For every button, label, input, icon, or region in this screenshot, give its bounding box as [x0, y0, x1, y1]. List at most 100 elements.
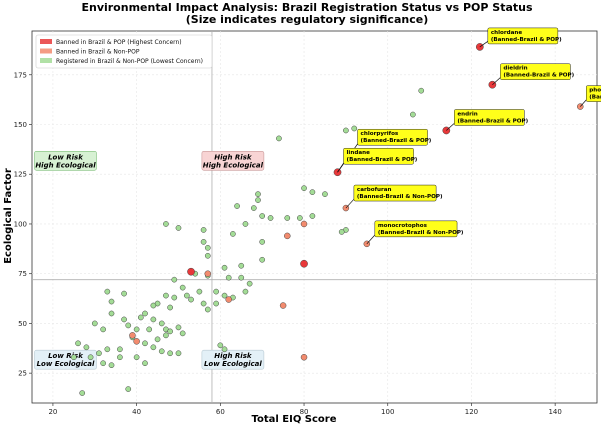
annotation-status: (Banned-Brazil & POP)	[503, 73, 574, 79]
data-point-registered-non-pop	[108, 310, 115, 317]
data-point-registered-non-pop	[154, 336, 161, 343]
data-point-registered-non-pop	[117, 346, 123, 353]
annotation-status: (Banned-Brazil & Non-POP)	[589, 95, 601, 101]
data-point-registered-non-pop	[284, 215, 291, 221]
data-point-registered-non-pop	[221, 292, 228, 299]
data-point-banned-pop	[300, 259, 308, 268]
legend-entry: Registered in Brazil & Non-POP (Lowest C…	[56, 58, 203, 65]
data-point-registered-non-pop	[234, 203, 240, 209]
data-point-registered-non-pop	[301, 185, 307, 192]
data-point-registered-non-pop	[104, 346, 111, 353]
data-point-registered-non-pop	[309, 189, 316, 195]
y-axis-label: Ecological Factor	[3, 168, 14, 264]
data-point-banned-non-pop	[204, 270, 212, 277]
data-point-banned-non-pop	[284, 232, 291, 240]
data-point-registered-non-pop	[238, 274, 245, 281]
annotation-phorate: phorate(Banned-Brazil & Non-POP)	[579, 85, 601, 107]
data-point-registered-non-pop	[255, 197, 261, 203]
data-point-registered-non-pop	[163, 221, 169, 227]
annotation-box	[374, 220, 458, 238]
x-tick-label: 80	[300, 408, 309, 416]
annotation-chlordane: chlordane(Banned-Brazil & POP)	[479, 27, 562, 48]
data-point-registered-non-pop	[158, 348, 165, 355]
legend-swatch	[40, 58, 52, 63]
reference-lines	[32, 31, 597, 403]
data-point-registered-non-pop	[91, 320, 98, 327]
quadrant-label-box	[34, 349, 97, 370]
data-point-registered-non-pop	[121, 316, 127, 323]
annotation-box	[500, 63, 571, 80]
data-point-registered-non-pop	[133, 326, 140, 333]
y-tick-label: 25	[18, 370, 27, 378]
quadrant-label-line1: High Risk	[214, 153, 253, 161]
data-point-registered-non-pop	[171, 276, 178, 283]
quadrant-label-box	[34, 151, 97, 171]
quadrant-label-line1: Low Risk	[48, 352, 84, 360]
data-point-registered-non-pop	[255, 191, 261, 197]
data-point-registered-non-pop	[200, 239, 207, 245]
data-point-registered-non-pop	[418, 87, 425, 94]
chart-subtitle: (Size indicates regulatory significance)	[186, 13, 428, 26]
data-point-banned-non-pop	[300, 220, 308, 228]
data-point-registered-non-pop	[79, 390, 86, 396]
data-point-registered-non-pop	[167, 350, 173, 357]
data-point-registered-non-pop	[71, 354, 77, 361]
data-point-registered-non-pop	[133, 354, 140, 361]
x-tick-label: 40	[132, 408, 141, 416]
data-point-banned-pop	[187, 267, 195, 276]
data-point-registered-non-pop	[250, 205, 257, 211]
y-tick-label: 150	[14, 121, 27, 129]
annotation-monocrotophos: monocrotophos(Banned-Brazil & Non-POP)	[366, 220, 464, 245]
x-axis-ticks: 20 40 60 80 100 120 140	[48, 403, 562, 416]
annotation-name: monocrotophos	[378, 223, 428, 229]
data-point-registered-non-pop	[179, 284, 186, 291]
annotation-name: chlorpyrifos	[361, 131, 399, 137]
quadrant-label-line2: Low Ecological	[37, 360, 95, 368]
data-point-banned-non-pop	[225, 296, 232, 303]
x-tick-label: 100	[381, 408, 394, 416]
data-point-registered-non-pop	[100, 326, 106, 333]
data-point-registered-non-pop	[213, 300, 219, 307]
data-point-banned-non-pop	[133, 338, 140, 345]
annotation-status: (Banned-Brazil & POP)	[491, 37, 562, 43]
annotation-box	[353, 184, 437, 202]
data-point-registered-non-pop	[125, 322, 132, 329]
quadrant-label-line1: High Risk	[214, 352, 253, 360]
annotation-box	[454, 109, 525, 126]
data-point-registered-non-pop	[221, 264, 228, 271]
chart-title: Environmental Impact Analysis: Brazil Re…	[81, 1, 532, 14]
annotation-name: endrin	[457, 111, 477, 117]
annotation-box	[586, 85, 601, 102]
data-point-registered-non-pop	[267, 215, 274, 221]
data-point-registered-non-pop	[309, 213, 316, 219]
data-point-registered-non-pop	[137, 314, 144, 321]
data-point-registered-non-pop	[163, 332, 169, 339]
data-point-registered-non-pop	[259, 213, 266, 219]
data-point-registered-non-pop	[125, 386, 132, 392]
annotation-box	[343, 147, 414, 165]
y-tick-label: 125	[14, 171, 27, 179]
data-point-registered-non-pop	[150, 302, 157, 309]
data-point-banned-non-pop	[129, 332, 136, 339]
data-point-registered-non-pop	[188, 296, 194, 303]
data-point-registered-non-pop	[167, 304, 173, 311]
y-axis-ticks: 25 50 75 100 125 150 175	[14, 71, 32, 378]
data-point-registered-non-pop	[104, 288, 111, 295]
annotations: chlordane(Banned-Brazil & POP)dieldrin(B…	[337, 27, 601, 245]
data-point-registered-non-pop	[343, 127, 349, 134]
data-point-registered-non-pop	[117, 354, 123, 361]
data-point-banned-pop	[475, 43, 484, 51]
annotation-endrin: endrin(Banned-Brazil & POP)	[446, 109, 529, 131]
data-point-registered-non-pop	[108, 362, 115, 369]
data-point-registered-non-pop	[146, 326, 153, 333]
y-tick-label: 100	[14, 220, 27, 228]
data-point-registered-non-pop	[171, 294, 178, 301]
data-point-banned-non-pop	[279, 302, 287, 309]
data-point-registered-non-pop	[259, 239, 266, 245]
data-point-registered-non-pop	[204, 306, 211, 313]
x-tick-label: 120	[465, 408, 478, 416]
